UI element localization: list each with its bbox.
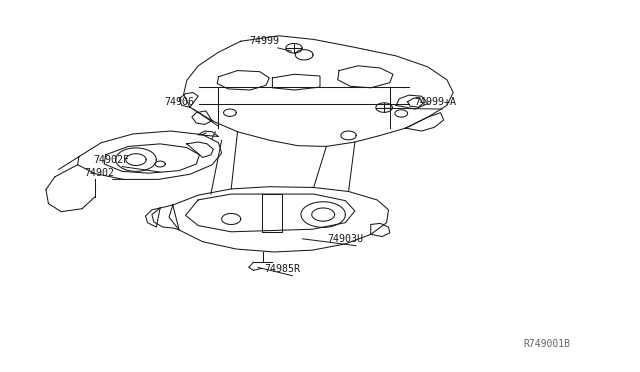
- Text: 74985R: 74985R: [264, 264, 300, 274]
- Text: R749001B: R749001B: [524, 339, 571, 349]
- Text: 74902: 74902: [84, 167, 114, 177]
- Text: 74999: 74999: [249, 36, 279, 46]
- Text: 74903U: 74903U: [328, 234, 364, 244]
- Text: 74906: 74906: [164, 97, 195, 107]
- Text: 74902F: 74902F: [93, 155, 129, 165]
- Text: 74999+A: 74999+A: [414, 97, 456, 107]
